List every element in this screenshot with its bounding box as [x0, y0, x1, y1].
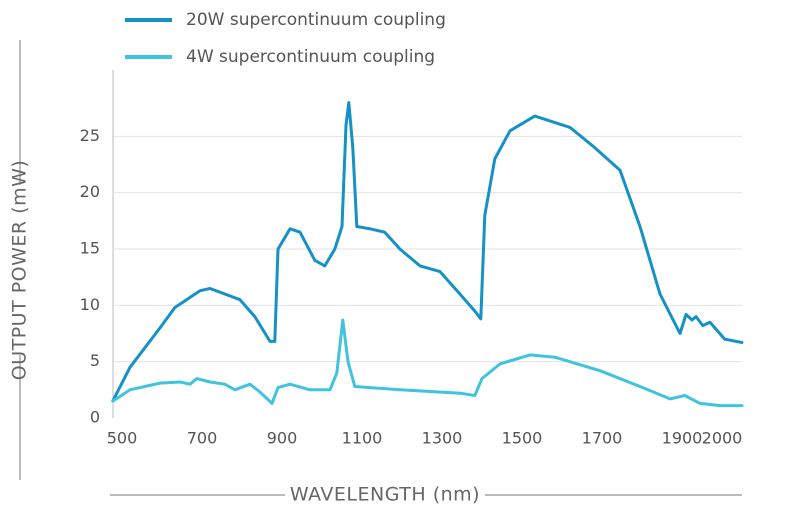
x-tick-label: 1500: [502, 429, 543, 448]
x-tick-label: 500: [107, 429, 138, 448]
y-tick-label: 15: [80, 239, 100, 258]
y-tick-label: 10: [80, 295, 100, 314]
series-line: [111, 101, 744, 403]
x-tick-label: 1900: [662, 429, 703, 448]
x-tick-label: 700: [187, 429, 218, 448]
x-tick-label: 1100: [342, 429, 383, 448]
x-axis-title: WAVELENGTH (nm): [290, 484, 480, 506]
legend-label: 4W supercontinuum coupling: [186, 47, 435, 67]
legend-label: 20W supercontinuum coupling: [186, 10, 446, 30]
y-tick-label: 25: [80, 126, 100, 145]
y-tick-label: 5: [90, 351, 100, 370]
x-tick-label: 2000: [702, 429, 743, 448]
x-tick-label: 1300: [422, 429, 463, 448]
y-axis-title: OUTPUT POWER (mW): [9, 160, 31, 381]
series-line: [111, 318, 744, 408]
x-tick-label: 1700: [582, 429, 623, 448]
x-tick-label: 900: [267, 429, 298, 448]
y-tick-label: 20: [80, 182, 100, 201]
y-tick-label: 0: [90, 408, 100, 427]
